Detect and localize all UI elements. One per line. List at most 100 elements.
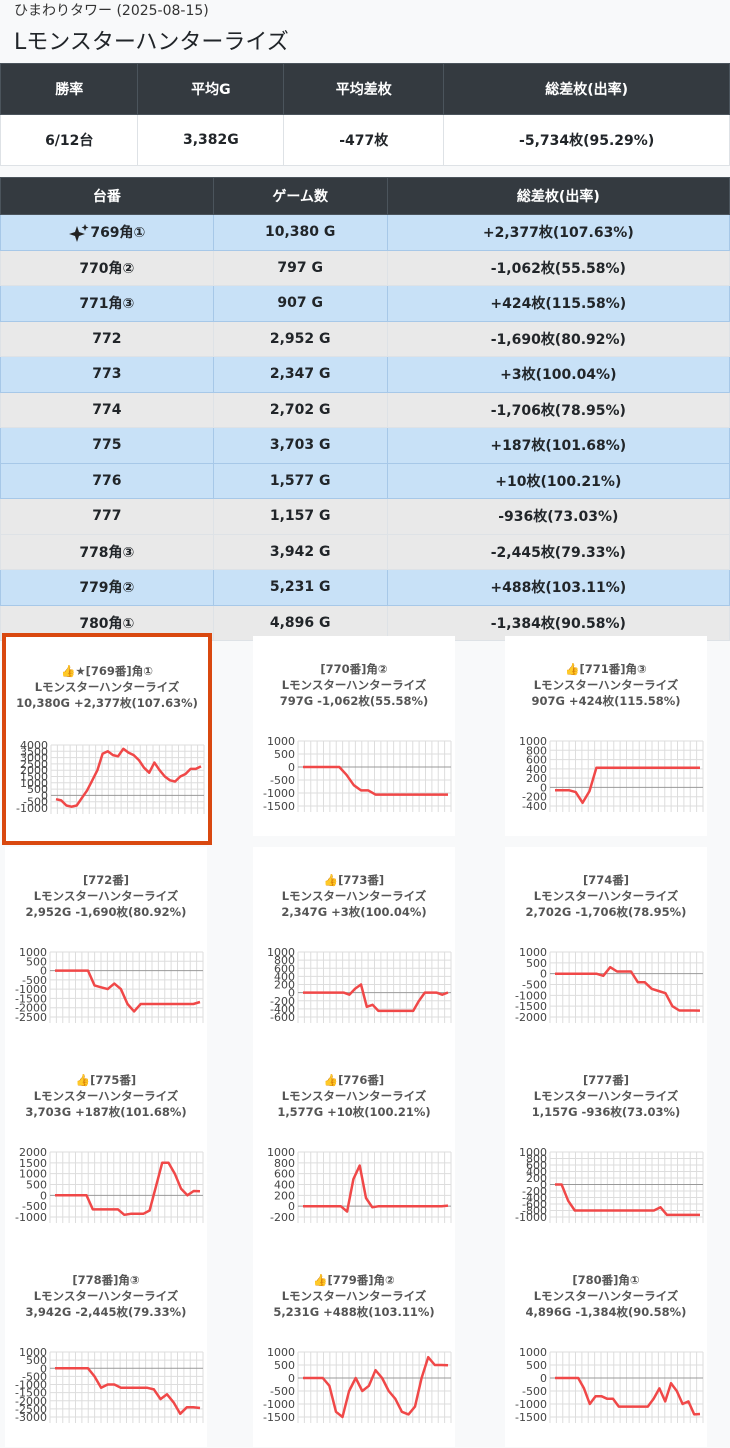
cell-text: 770角② (79, 260, 135, 277)
y-tick-label: -600 (270, 1011, 295, 1024)
y-tick-label: 500 (26, 1179, 47, 1192)
y-tick-label: -200 (522, 791, 547, 804)
y-tick-label: -2000 (15, 1395, 47, 1408)
table-cell: 2,702 G (212, 391, 388, 428)
y-tick-label: -500 (522, 1385, 547, 1398)
graph-title: 👍[779番]角② (313, 1273, 395, 1287)
y-tick-label: -2000 (15, 1002, 47, 1015)
cell-text: +187枚(101.68%) (490, 438, 627, 455)
graph-card: [780番]角① Lモンスターハンターライズ 4,896G -1,384枚(90.5… (505, 1247, 707, 1447)
table-row: 773 2,347 G +3枚(100.04%) (0, 356, 730, 393)
cell-text: 772 (92, 330, 122, 347)
y-tick-label: 2000 (20, 764, 48, 777)
y-tick-label: -500 (23, 796, 48, 809)
cell-text: 5,231 G (269, 579, 331, 596)
balance-line (55, 1161, 201, 1217)
y-tick-label: -500 (522, 979, 547, 992)
table-cell: -477枚 (283, 114, 445, 166)
y-tick-label: 600 (526, 1159, 547, 1172)
cell-text: +2,377枚(107.63%) (482, 225, 634, 242)
y-tick-label: 2000 (19, 1146, 47, 1159)
graph-model: Lモンスターハンターライズ (533, 1089, 679, 1103)
y-tick-label: 1000 (267, 1346, 295, 1359)
y-tick-label: 0 (288, 987, 295, 1000)
graph-model: Lモンスターハンターライズ (533, 889, 679, 903)
table-cell: 3,382G (137, 114, 285, 166)
y-tick-label: 0 (540, 781, 547, 794)
graph-model: Lモンスターハンターライズ (281, 1289, 427, 1303)
table-cell: -1,690枚(80.92%) (386, 320, 730, 357)
y-tick-label: -1500 (515, 1000, 547, 1013)
graph-summary: 1,157G -936枚(73.03%) (531, 1105, 681, 1119)
cell-text: 10,380 G (265, 224, 336, 241)
graph-title: [772番] (82, 873, 130, 887)
y-tick-label: 1000 (267, 1146, 295, 1159)
table-cell: +3枚(100.04%) (386, 356, 730, 393)
page-title: Lモンスターハンターライズ (14, 30, 289, 55)
y-tick-label: 4000 (20, 739, 48, 752)
cell-text: 6/12台 (45, 133, 94, 149)
y-tick-label: -200 (522, 1185, 547, 1198)
cell-text: 780角① (79, 615, 135, 632)
y-tick-label: -1500 (515, 1411, 547, 1424)
y-tick-label: -1000 (263, 787, 295, 800)
y-tick-label: -1000 (263, 1398, 295, 1411)
graph-card: 👍[779番]角② Lモンスターハンターライズ 5,231G +488枚(103.1… (253, 1247, 455, 1447)
machine-table: 台番 ゲーム数 総差枚(出率) 769角① 10,380 G +2,377枚(107.63… (0, 177, 730, 641)
y-tick-label: 500 (526, 1359, 547, 1372)
column-header: 平均差枚 (283, 63, 445, 115)
table-cell: 771角③ (0, 285, 214, 322)
y-tick-label: -1500 (15, 1387, 47, 1400)
y-tick-label: 3000 (20, 752, 48, 765)
y-tick-label: 1000 (519, 1346, 547, 1359)
y-tick-label: 200 (274, 979, 295, 992)
cell-text: -1,062枚(55.58%) (490, 260, 626, 277)
cell-text: 775 (92, 437, 122, 454)
cell-text: 776 (92, 472, 122, 489)
y-tick-label: -1000 (16, 802, 48, 815)
y-tick-label: 1000 (20, 777, 48, 790)
cell-text: -1,706枚(78.95%) (490, 402, 626, 419)
graph-summary: 2,952G -1,690枚(80.92%) (25, 905, 187, 919)
balance-line (555, 1376, 701, 1416)
graph-card: [777番] Lモンスターハンターライズ 1,157G -936枚(73.03%) 1… (505, 1047, 707, 1247)
cell-text: 3,703 G (269, 437, 331, 454)
y-tick-label: -400 (522, 800, 547, 813)
table-cell: 6/12台 (0, 114, 139, 166)
cell-text: -2,445枚(79.33%) (490, 544, 626, 561)
y-tick-label: 0 (288, 1372, 295, 1385)
y-tick-label: 400 (526, 763, 547, 776)
graph-title: [777番] (582, 1073, 630, 1087)
y-tick-label: -1000 (515, 1398, 547, 1411)
column-header: 勝率 (0, 63, 139, 115)
y-tick-label: 0 (540, 1372, 547, 1385)
y-tick-label: 400 (526, 1166, 547, 1179)
y-tick-label: 200 (526, 1172, 547, 1185)
balance-line (303, 1164, 449, 1213)
table-cell: -936枚(73.03%) (386, 498, 730, 535)
table-row: 6/12台 3,382G -477枚 -5,734枚(95.29%) (0, 114, 730, 166)
table-cell: 5,231 G (212, 569, 388, 606)
graph: 40003500300025002000150010005000-500-100… (16, 739, 205, 815)
cell-text: 907 G (277, 295, 323, 312)
y-tick-label: -400 (270, 1003, 295, 1016)
table-cell: +488枚(103.11%) (386, 569, 730, 606)
balance-line (303, 983, 449, 1013)
table-cell: +2,377枚(107.63%) (386, 214, 730, 251)
graph-title: [780番]角① (572, 1273, 640, 1287)
cell-text: +488枚(103.11%) (490, 580, 627, 597)
table-cell: 777 (0, 498, 214, 535)
cell-text: 4,896 G (269, 614, 331, 631)
table-row: 771角③ 907 G +424枚(115.58%) (0, 285, 730, 322)
balance-line (55, 747, 202, 808)
table-cell: -2,445枚(79.33%) (386, 533, 730, 570)
cell-text: 778角③ (79, 544, 135, 561)
table-cell: 774 (0, 391, 214, 428)
y-tick-label: 600 (274, 962, 295, 975)
y-tick-label: 0 (540, 968, 547, 981)
y-tick-label: -600 (522, 1198, 547, 1211)
